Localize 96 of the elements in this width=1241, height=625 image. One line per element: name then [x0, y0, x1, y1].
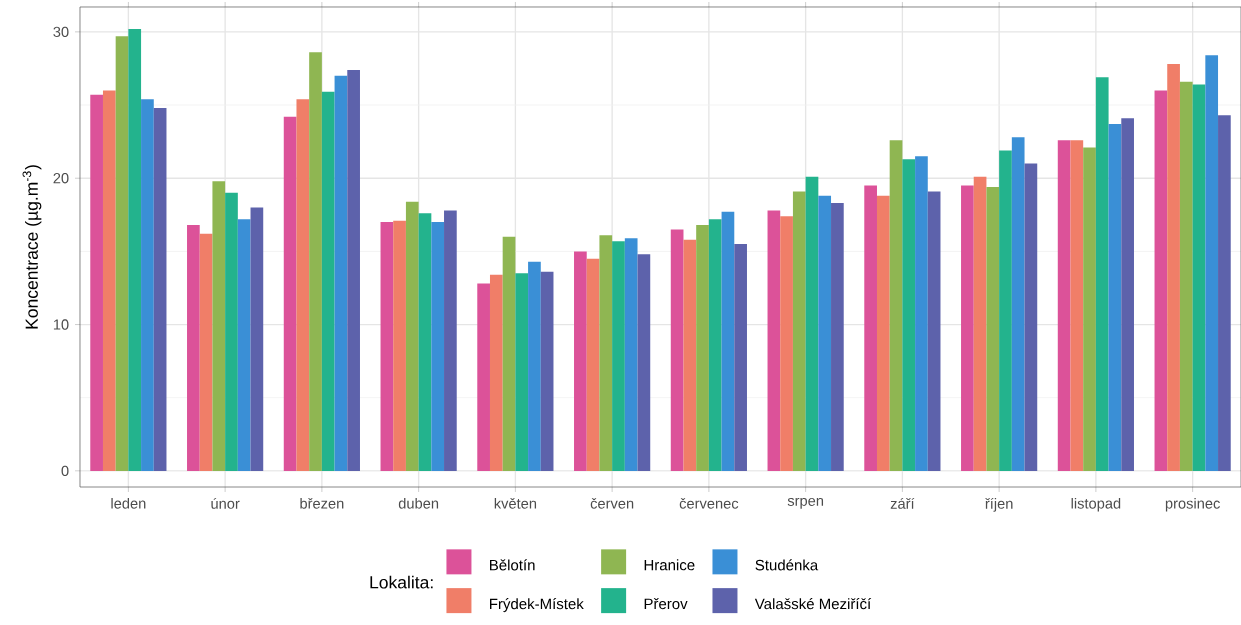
bar: [1179, 81, 1193, 471]
bar: [792, 191, 806, 471]
bar: [574, 251, 587, 471]
x-tick-label: červenec: [679, 497, 739, 509]
bar: [405, 201, 419, 471]
bar: [187, 225, 200, 471]
bar: [418, 213, 432, 471]
bar: [489, 274, 503, 471]
bar: [586, 258, 600, 471]
bar: [1154, 90, 1168, 471]
bar: [637, 254, 651, 471]
bar: [612, 241, 625, 471]
bar: [347, 69, 360, 471]
bar: [915, 156, 928, 471]
bar: [393, 220, 406, 471]
bar: [927, 191, 941, 471]
y-tick-label: 0: [61, 465, 69, 477]
bar: [1205, 55, 1219, 471]
bar: [90, 94, 103, 471]
bar: [864, 185, 877, 471]
bar: [767, 210, 781, 471]
bar: [141, 99, 154, 471]
legend-label: Valašské Meziříčí: [754, 598, 872, 610]
legend-label: Studénka: [755, 559, 819, 571]
x-tick-label: leden: [111, 497, 146, 509]
bar: [961, 185, 974, 471]
bar: [250, 207, 264, 471]
bar: [805, 176, 819, 471]
bar: [1108, 124, 1122, 471]
bar: [734, 244, 747, 471]
x-tick-label: srpen: [787, 497, 824, 509]
bar: [889, 140, 903, 471]
y-tick-label: 20: [53, 173, 69, 184]
bar: [973, 176, 987, 471]
bar: [296, 99, 310, 471]
bar: [153, 107, 167, 471]
bar: [780, 216, 793, 471]
bar: [283, 116, 297, 471]
x-tick-label: březen: [300, 497, 344, 509]
legend-label: Přerov: [644, 598, 688, 610]
bar: [902, 159, 916, 471]
bar: [721, 211, 735, 471]
bar: [528, 261, 541, 471]
bar: [477, 283, 490, 471]
bar: [431, 222, 445, 471]
bar: [696, 225, 709, 471]
bar: [502, 236, 516, 471]
bar: [999, 150, 1012, 471]
x-tick-label: říjen: [985, 497, 1013, 512]
bar: [540, 271, 554, 471]
y-tick-label: 10: [53, 319, 69, 330]
bar: [986, 186, 1000, 471]
bar: [321, 91, 335, 471]
bar: [599, 235, 613, 471]
bar: [624, 238, 638, 471]
bar: [199, 233, 213, 471]
bar: [1083, 147, 1096, 471]
bar: [1070, 140, 1084, 471]
bar: [1095, 77, 1109, 471]
bar: [1011, 137, 1025, 471]
bar: [818, 195, 832, 471]
bar: [515, 273, 529, 471]
bar: [225, 192, 238, 471]
bar: [128, 28, 142, 471]
bar: [1192, 84, 1206, 471]
legend-title: Lokalita:: [370, 575, 433, 589]
x-tick-label: prosinec: [1165, 497, 1220, 512]
bar: [102, 90, 116, 471]
legend-label: Hranice: [644, 559, 695, 571]
x-tick-label: září: [890, 497, 915, 509]
bar: [683, 239, 697, 471]
bar: [309, 52, 322, 471]
x-tick-label: květen: [494, 497, 537, 509]
bar: [876, 195, 890, 471]
bar: [831, 203, 844, 471]
bar: [212, 181, 226, 471]
x-tick-label: únor: [211, 497, 240, 509]
bar: [1167, 64, 1180, 471]
bar: [380, 222, 394, 471]
legend-label: Frýdek-Místek: [490, 598, 584, 613]
x-tick-label: duben: [398, 497, 439, 509]
bar: [1218, 115, 1231, 471]
y-axis-title: Koncentrace (µg.m$^{-3}$): [22, 165, 42, 329]
legend-label: Bělotín: [490, 559, 535, 571]
bar: [708, 219, 722, 471]
bar: [237, 219, 251, 471]
y-tick-label: 30: [53, 26, 69, 38]
bar: [334, 75, 348, 471]
bar: [1057, 140, 1071, 471]
bar: [670, 229, 684, 471]
x-tick-label: listopad: [1071, 497, 1121, 512]
bar: [1024, 163, 1038, 471]
bar: [1121, 118, 1134, 471]
x-tick-label: červen: [590, 497, 634, 509]
bar: [115, 36, 129, 471]
bar: [444, 210, 457, 471]
